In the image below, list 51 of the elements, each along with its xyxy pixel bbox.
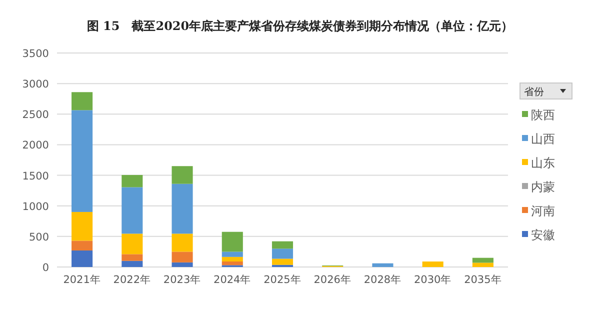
legend-label: 内蒙 xyxy=(531,180,555,194)
bar xyxy=(222,261,243,266)
bar xyxy=(122,234,143,254)
y-tick-label: 3000 xyxy=(22,78,49,91)
x-tick-label: 2035年 xyxy=(464,274,502,286)
x-tick-label: 2030年 xyxy=(414,274,452,286)
bar xyxy=(472,262,494,267)
bar xyxy=(172,252,193,262)
x-tick-label: 2025年 xyxy=(264,274,302,286)
legend-label: 安徽 xyxy=(531,228,555,242)
y-tick-label: 0 xyxy=(42,262,49,274)
bar xyxy=(222,256,243,262)
x-tick-label: 2021年 xyxy=(63,274,101,286)
chart-title: 图 15 截至2020年底主要产煤省份存续煤炭债券到期分布情况（单位：亿元） xyxy=(86,19,514,33)
bar xyxy=(172,262,193,267)
bar xyxy=(172,184,193,234)
bar xyxy=(272,258,294,265)
bar xyxy=(272,248,294,259)
x-tick-label: 2024年 xyxy=(214,274,252,286)
legend-label: 河南 xyxy=(531,204,555,218)
bar xyxy=(72,240,93,250)
bar xyxy=(222,252,243,257)
bar xyxy=(72,250,93,267)
bar xyxy=(72,212,93,241)
bar xyxy=(272,241,294,249)
bar xyxy=(122,187,143,234)
bar xyxy=(472,258,494,263)
legend-label: 山西 xyxy=(531,132,555,146)
y-tick-label: 1000 xyxy=(22,200,49,213)
x-tick-label: 2022年 xyxy=(113,274,152,286)
x-tick-label: 2028年 xyxy=(364,274,402,286)
x-tick-label: 2023年 xyxy=(163,274,202,286)
y-tick-label: 1500 xyxy=(22,170,49,182)
bar xyxy=(122,254,143,261)
bar xyxy=(422,261,444,267)
bar xyxy=(72,92,93,110)
legend-label: 山东 xyxy=(531,156,555,170)
bar xyxy=(122,174,143,188)
bar xyxy=(222,232,243,252)
bar xyxy=(172,234,193,252)
bar xyxy=(122,260,143,267)
y-tick-label: 3500 xyxy=(22,48,49,60)
y-tick-label: 500 xyxy=(28,231,49,244)
legend-label: 陕西 xyxy=(531,108,555,122)
y-tick-label: 2000 xyxy=(22,140,49,152)
bar xyxy=(372,263,394,267)
y-tick-label: 2500 xyxy=(22,109,49,122)
legend-title: 省份 xyxy=(524,86,544,98)
bar xyxy=(72,110,93,212)
x-tick-label: 2026年 xyxy=(314,274,352,286)
bar xyxy=(172,166,193,184)
